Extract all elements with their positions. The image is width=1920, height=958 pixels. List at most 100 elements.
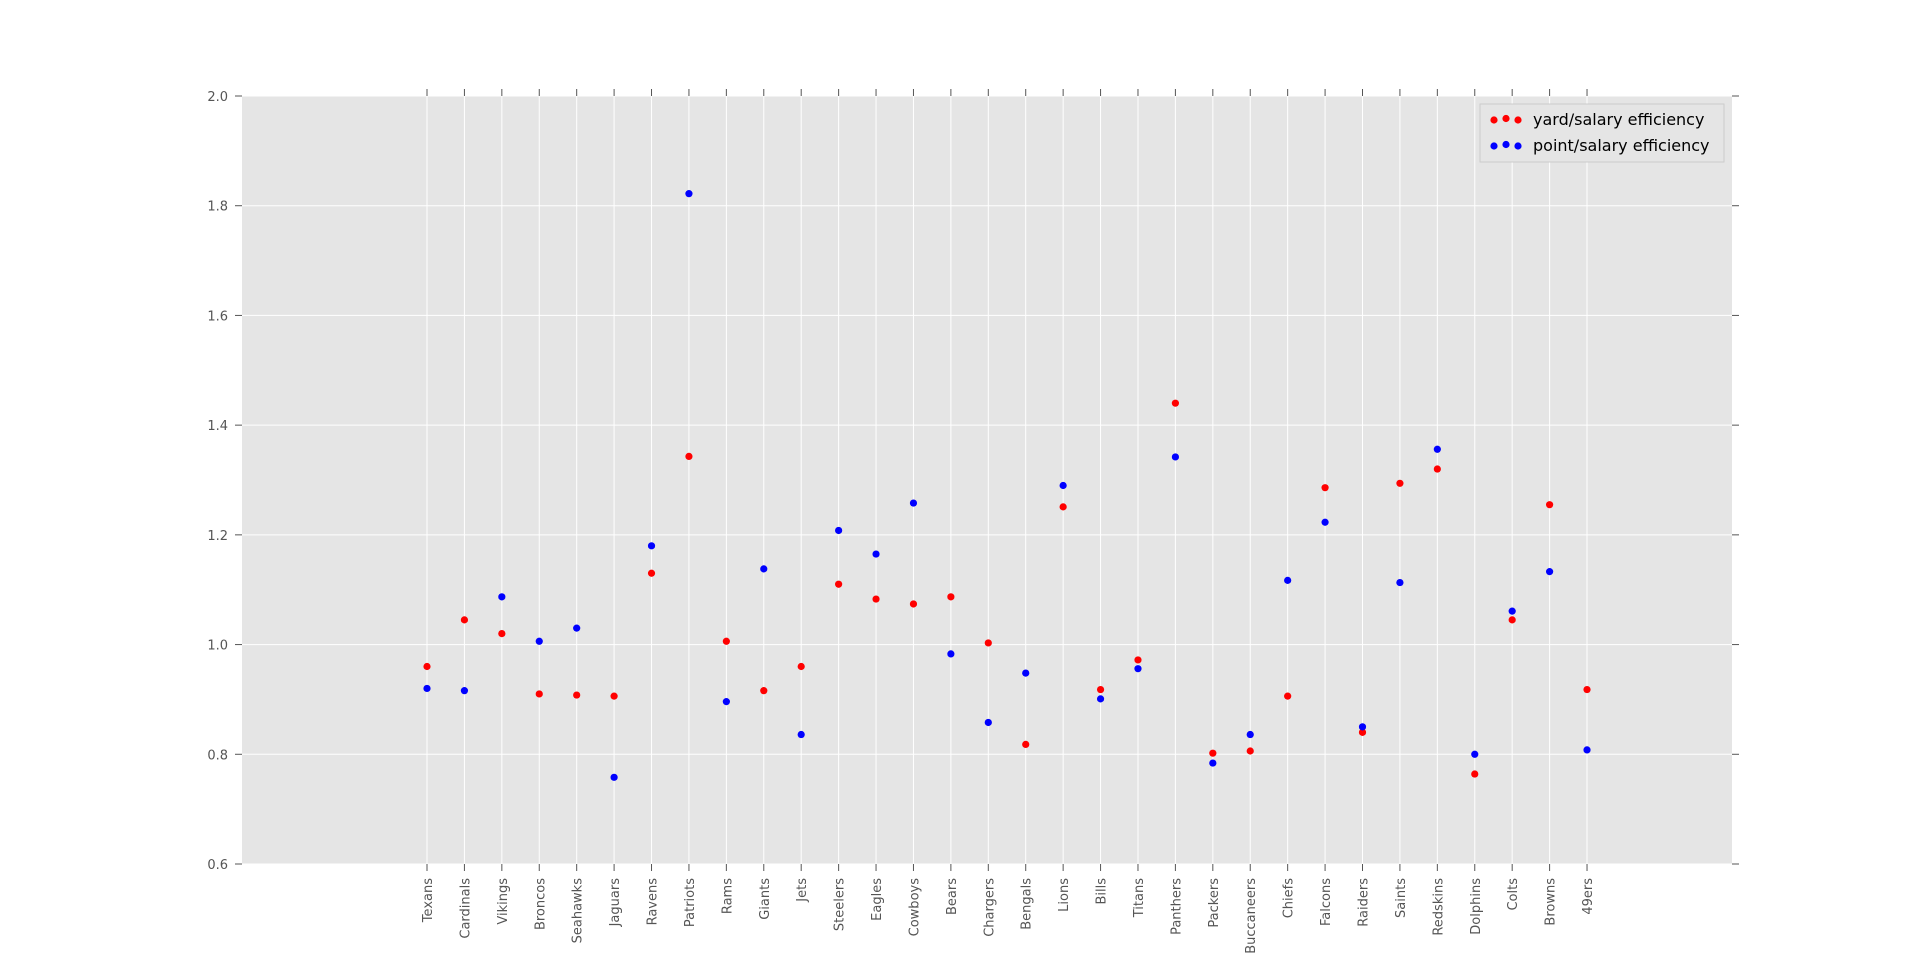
- point-yard-salary-vikings: [498, 630, 506, 638]
- point-point-salary-patriots: [685, 190, 693, 198]
- x-tick-label-saints: Saints: [1394, 878, 1409, 918]
- x-tick-label-giants: Giants: [758, 878, 773, 920]
- x-tick-label-raiders: Raiders: [1357, 878, 1372, 927]
- point-point-salary-eagles: [872, 550, 880, 558]
- point-yard-salary-seahawks: [573, 691, 581, 699]
- point-point-salary-buccaneers: [1246, 730, 1254, 739]
- x-tick-label-colts: Colts: [1506, 878, 1521, 911]
- y-tick-label: 1.2: [207, 529, 228, 544]
- y-tick-label: 0.8: [207, 748, 228, 763]
- grid-lines: [242, 95, 1732, 865]
- point-point-salary-chargers: [984, 718, 992, 727]
- y-tick-label: 2.0: [207, 90, 228, 105]
- y-tick-label: 1.8: [207, 200, 228, 215]
- legend-entry-yard-salary: yard/salary efficiency: [1490, 110, 1704, 129]
- point-point-salary-broncos: [535, 637, 543, 645]
- point-point-salary-titans: [1134, 665, 1142, 673]
- x-tick-label-cowboys: Cowboys: [907, 878, 922, 937]
- y-axis-tick-labels: 0.6 0.8 1.0 1.2 1.4 1.6 1.8 2.0: [207, 90, 228, 873]
- x-tick-label-broncos: Broncos: [533, 878, 548, 930]
- point-yard-salary-jaguars: [610, 692, 618, 700]
- point-point-salary-chiefs: [1284, 576, 1292, 584]
- data-points: [423, 190, 1591, 781]
- y-tick-label: 1.0: [207, 639, 228, 654]
- x-tick-label-bengals: Bengals: [1020, 878, 1035, 930]
- x-tick-label-chargers: Chargers: [982, 878, 997, 937]
- point-point-salary-packers: [1209, 759, 1217, 767]
- x-tick-label-seahawks: Seahawks: [571, 878, 586, 944]
- axis-ticks: [235, 89, 1739, 871]
- point-point-salary-colts: [1508, 607, 1516, 615]
- point-point-salary-panthers: [1171, 453, 1179, 461]
- point-point-salary-bills: [1096, 695, 1105, 703]
- x-tick-label-redskins: Redskins: [1431, 878, 1446, 936]
- point-yard-salary-rams: [722, 637, 730, 645]
- point-point-salary-seahawks: [573, 624, 581, 632]
- point-yard-salary-texans: [423, 662, 431, 671]
- point-point-salary-cowboys: [909, 499, 918, 507]
- point-yard-salary-chiefs: [1284, 692, 1292, 700]
- point-point-salary-jets: [797, 730, 805, 739]
- point-yard-salary-dolphins: [1471, 770, 1479, 778]
- point-yard-salary-falcons: [1321, 484, 1329, 492]
- point-yard-salary-chargers: [984, 639, 992, 647]
- point-yard-salary-colts: [1508, 616, 1516, 624]
- point-yard-salary-bengals: [1022, 740, 1030, 749]
- y-tick-label: 0.6: [207, 858, 228, 873]
- point-point-salary-jaguars: [610, 773, 618, 781]
- legend: yard/salary efficiency point/salary effi…: [1479, 103, 1725, 163]
- point-yard-salary-eagles: [872, 595, 880, 603]
- x-tick-label-vikings: Vikings: [496, 878, 511, 925]
- x-tick-label-chiefs: Chiefs: [1282, 878, 1297, 919]
- x-tick-label-bills: Bills: [1095, 878, 1110, 905]
- point-point-salary-rams: [722, 698, 730, 706]
- x-tick-label-texans: Texans: [421, 878, 436, 923]
- x-tick-label-ravens: Ravens: [646, 878, 661, 926]
- plot-area: [242, 96, 1732, 864]
- point-point-salary-bears: [947, 650, 955, 658]
- point-point-salary-browns: [1546, 568, 1554, 576]
- point-point-salary-raiders: [1358, 723, 1367, 731]
- x-tick-label-steelers: Steelers: [833, 878, 848, 931]
- x-tick-label-browns: Browns: [1544, 878, 1559, 926]
- point-yard-salary-jets: [797, 662, 805, 671]
- point-yard-salary-lions: [1059, 503, 1067, 511]
- point-yard-salary-buccaneers: [1246, 747, 1254, 755]
- point-point-salary-vikings: [498, 593, 506, 601]
- point-point-salary-steelers: [835, 526, 843, 535]
- point-yard-salary-browns: [1546, 501, 1554, 509]
- legend-dot: [1502, 114, 1510, 123]
- x-axis-tick-labels: Texans Cardinals Vikings Broncos Seahawks Jag…: [421, 878, 1596, 954]
- point-yard-salary-patriots: [685, 452, 693, 461]
- point-point-salary-texans: [423, 684, 431, 693]
- legend-label-yard-salary: yard/salary efficiency: [1533, 110, 1704, 129]
- point-yard-salary-ravens: [647, 569, 656, 577]
- point-yard-salary-giants: [760, 687, 768, 695]
- point-yard-salary-redskins: [1433, 465, 1441, 473]
- legend-dot: [1490, 142, 1498, 150]
- x-tick-label-packers: Packers: [1207, 878, 1222, 928]
- x-tick-label-49ers: 49ers: [1581, 878, 1596, 915]
- x-tick-label-falcons: Falcons: [1319, 878, 1334, 926]
- legend-box: [1479, 103, 1725, 163]
- y-tick-label: 1.4: [207, 419, 228, 434]
- point-yard-salary-steelers: [835, 580, 843, 588]
- point-yard-salary-cowboys: [909, 600, 918, 608]
- x-tick-label-patriots: Patriots: [683, 878, 698, 927]
- x-tick-label-buccaneers: Buccaneers: [1244, 878, 1259, 954]
- point-point-salary-dolphins: [1471, 750, 1479, 758]
- x-tick-label-rams: Rams: [720, 878, 735, 914]
- x-tick-label-bears: Bears: [945, 878, 960, 915]
- legend-dot: [1502, 140, 1510, 149]
- x-tick-label-jets: Jets: [795, 878, 810, 903]
- point-yard-salary-49ers: [1583, 685, 1591, 694]
- legend-label-point-salary: point/salary efficiency: [1533, 136, 1710, 155]
- point-yard-salary-broncos: [535, 690, 543, 698]
- legend-marker-yard-salary: [1490, 114, 1522, 124]
- point-yard-salary-bears: [947, 593, 955, 601]
- legend-entry-point-salary: point/salary efficiency: [1490, 136, 1710, 155]
- point-yard-salary-raiders: [1358, 728, 1367, 736]
- x-tick-label-lions: Lions: [1057, 878, 1072, 912]
- point-point-salary-redskins: [1433, 445, 1441, 453]
